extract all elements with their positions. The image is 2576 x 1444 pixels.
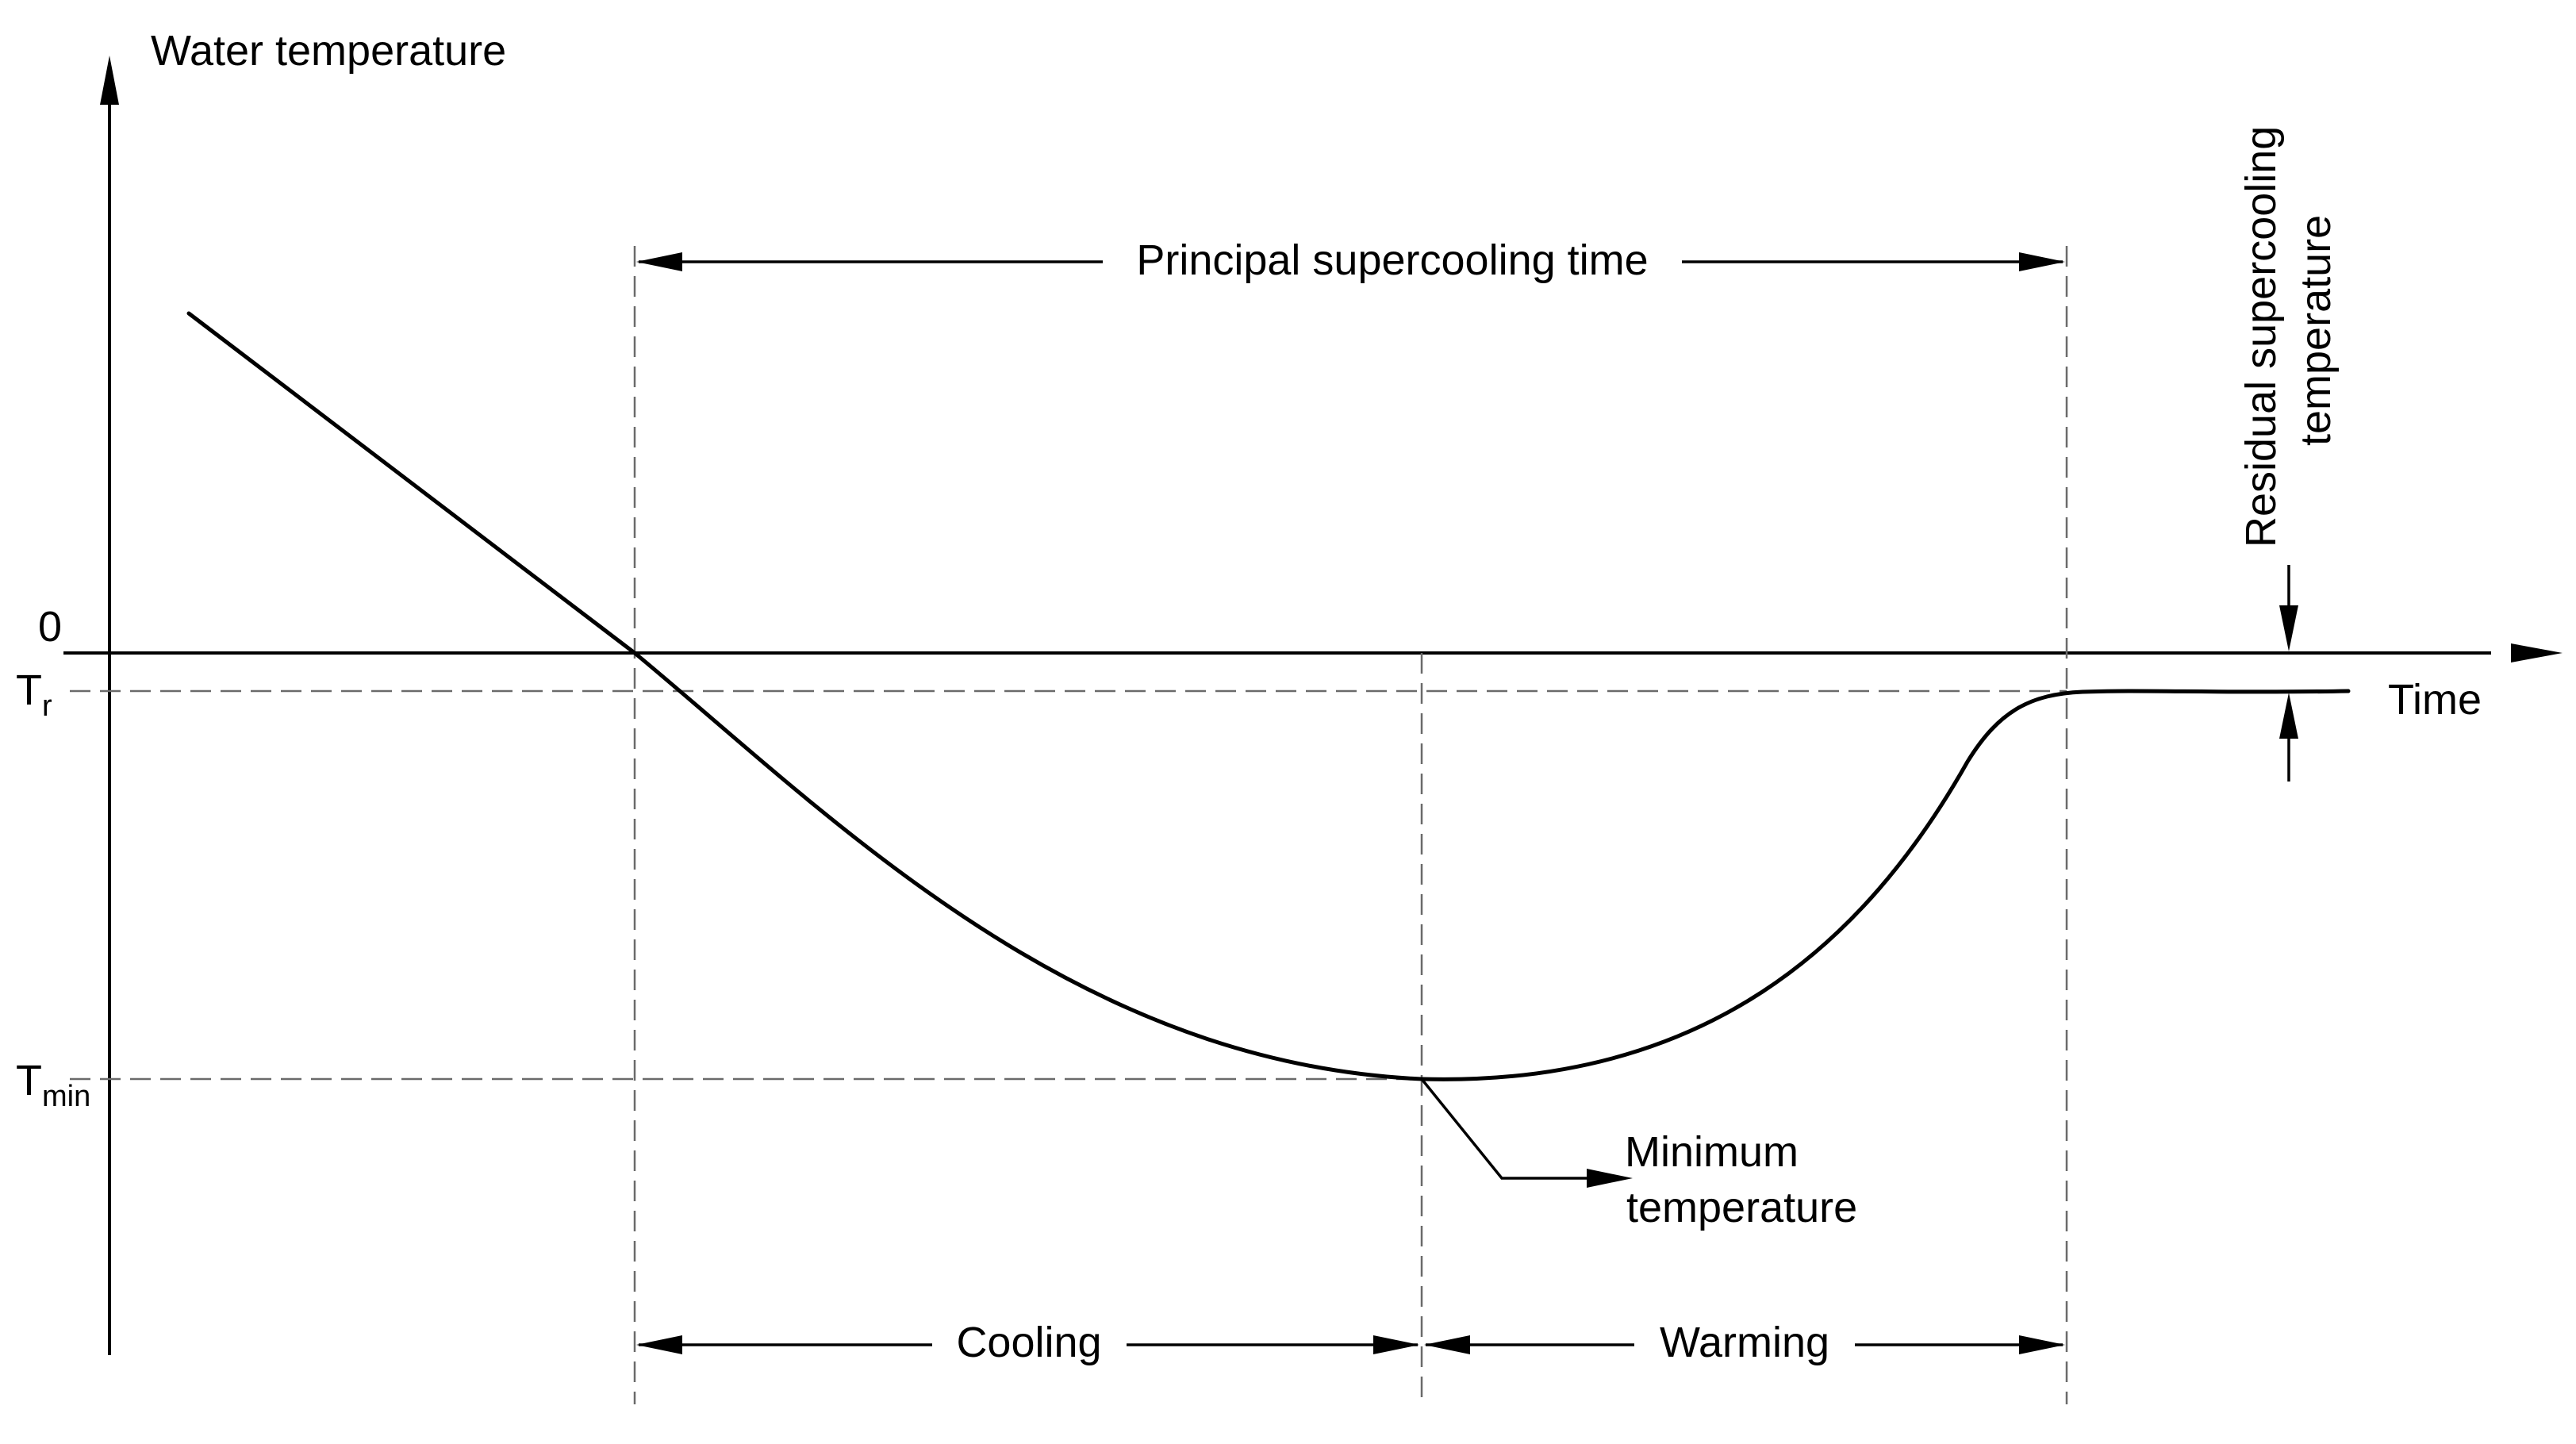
x-axis-label: Time — [2388, 676, 2482, 724]
residual-label-line1: Residual supercooling — [2237, 126, 2285, 547]
minimum-leader-arrowhead — [1587, 1169, 1633, 1188]
cooling-label: Cooling — [956, 1319, 1101, 1366]
principal-supercooling-label: Principal supercooling time — [1136, 236, 1648, 284]
cooling-right-arrowhead — [1373, 1335, 1419, 1354]
tmin-label: Tmin — [16, 1057, 90, 1113]
minimum-leader-line — [1420, 1077, 1587, 1180]
warming-label: Warming — [1660, 1319, 1829, 1366]
warming-right-arrowhead — [2019, 1335, 2065, 1354]
residual-label-line2: temperature — [2292, 215, 2340, 446]
warming-left-arrowhead — [1424, 1335, 1470, 1354]
tr-label: Tr — [16, 666, 52, 723]
minimum-label-line2: temperature — [1626, 1184, 1857, 1231]
zero-label: 0 — [38, 603, 62, 651]
residual-top-arrowhead — [2279, 605, 2298, 651]
y-axis-arrowhead — [100, 56, 119, 105]
x-axis-arrowhead — [2511, 643, 2563, 662]
minimum-label-line1: Minimum — [1625, 1128, 1799, 1176]
temperature-curve — [186, 311, 2351, 1081]
principal-left-arrowhead — [636, 252, 682, 271]
y-axis-label: Water temperature — [151, 27, 506, 75]
principal-right-arrowhead — [2019, 252, 2065, 271]
cooling-left-arrowhead — [636, 1335, 682, 1354]
residual-bottom-arrowhead — [2279, 693, 2298, 739]
